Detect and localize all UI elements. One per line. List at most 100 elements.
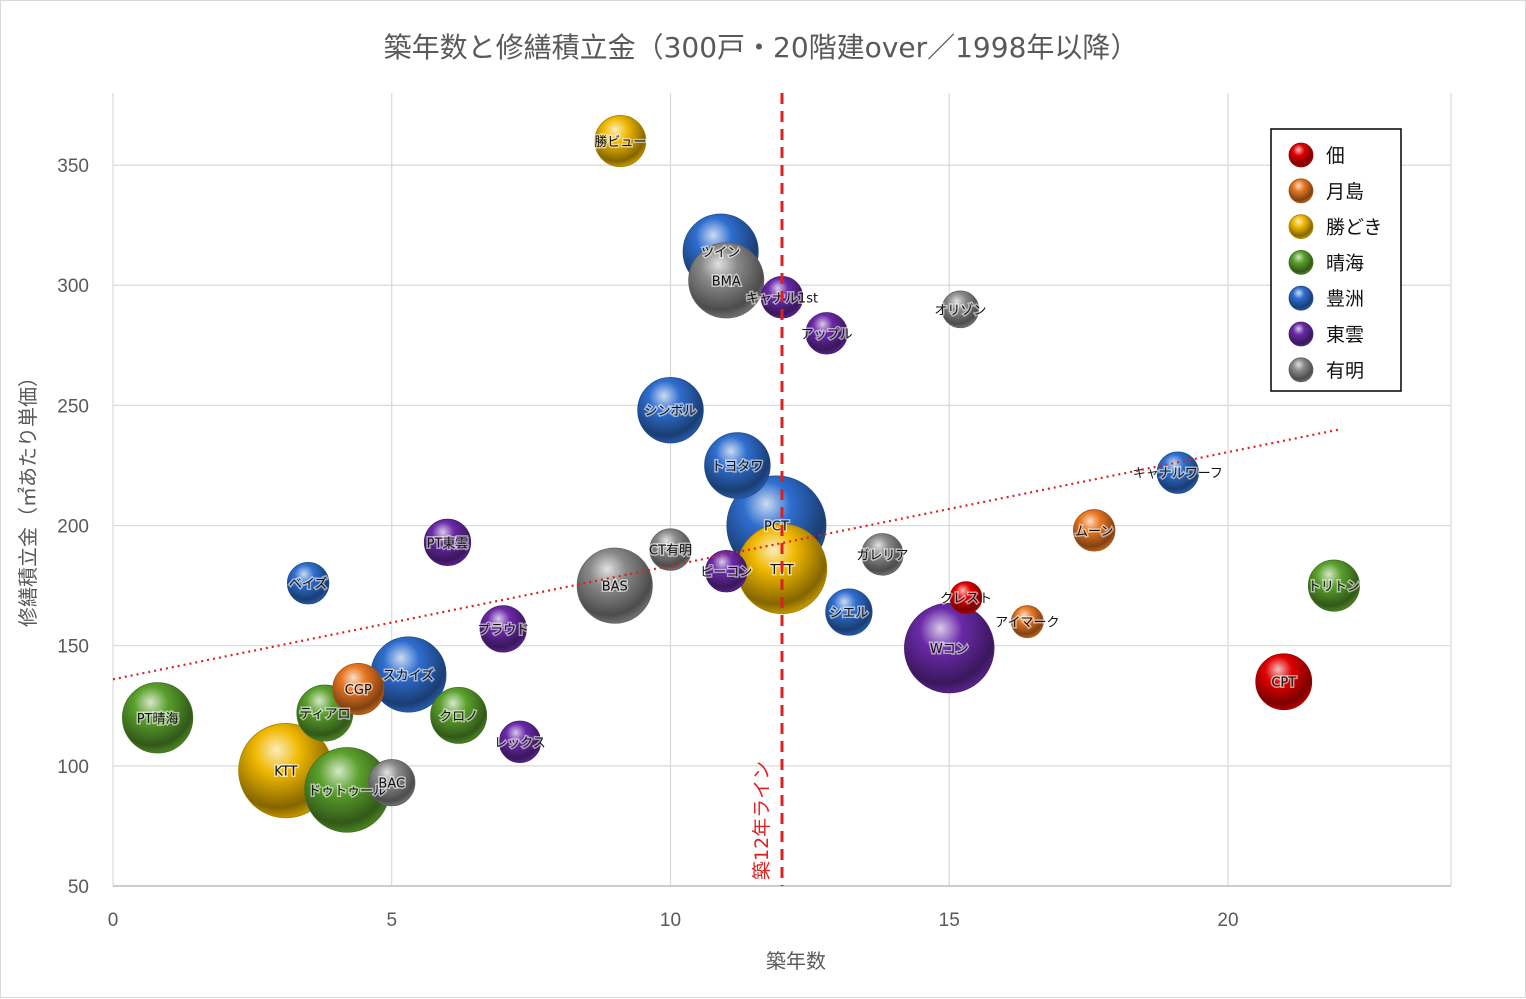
bubble-アイマーク	[1010, 605, 1044, 639]
bubble-ピーコン	[705, 550, 748, 593]
bubble-キャナルワーフ	[1156, 451, 1200, 494]
bubble-PT晴海	[122, 682, 194, 754]
bubble-mark	[122, 682, 194, 754]
x-tick-label: 15	[939, 910, 960, 931]
chart-title: 築年数と修繕積立金（300戸・20階建over／1998年以降）	[384, 31, 1139, 64]
y-axis-ticks: 50 100 150 200 250 300 350	[57, 156, 89, 898]
legend-item-佃: 佃	[1288, 142, 1345, 168]
bubble-mark	[498, 720, 542, 764]
bubble-クレスト	[949, 581, 983, 615]
legend-item-月島: 月島	[1288, 178, 1364, 204]
bubble-mark	[1156, 451, 1200, 494]
bubble-CGP	[332, 662, 385, 715]
y-tick-label: 100	[57, 757, 89, 778]
bubble-mark	[825, 588, 873, 636]
legend-marker	[1288, 142, 1314, 168]
bubble-label: プラウド	[477, 623, 529, 638]
bubble-CPT	[1255, 653, 1313, 711]
legend-marker	[1288, 214, 1314, 240]
bubble-mark	[704, 432, 771, 499]
bubble-label: 勝ビュー	[594, 135, 646, 150]
bubble-mark	[949, 581, 983, 615]
bubble-label: スカイズ	[383, 668, 435, 684]
bubble-mark	[368, 759, 416, 807]
trendline	[112, 428, 1340, 681]
x-axis-title: 築年数	[766, 949, 826, 973]
y-tick-label: 200	[57, 517, 89, 538]
bubble-勝ビュー	[594, 115, 647, 168]
y-tick-label: 150	[57, 637, 89, 658]
bubble-label: PCT	[764, 520, 789, 535]
bubble-ガレリア	[861, 533, 904, 576]
bubble-label: トヨタワ	[711, 459, 763, 474]
x-tick-label: 5	[386, 910, 397, 931]
x-tick-label: 0	[108, 910, 119, 931]
bubble-mark	[688, 242, 765, 319]
bubble-mark	[430, 686, 488, 744]
legend-item-豊洲: 豊洲	[1288, 285, 1364, 311]
bubble-mark	[1010, 605, 1044, 639]
bubble-アップル	[805, 312, 848, 355]
bubble-label: ツイン	[701, 246, 740, 261]
bubble-label: ベイズ	[289, 576, 328, 592]
bubble-mark	[1072, 509, 1116, 552]
bubble-label: ティアロ	[299, 707, 350, 722]
legend-marker	[1288, 357, 1314, 383]
legend-label: 佃	[1326, 145, 1345, 167]
legend-label: 豊洲	[1326, 288, 1364, 310]
legend-item-晴海: 晴海	[1288, 249, 1364, 275]
y-tick-label: 50	[68, 877, 89, 898]
bubble-mark	[904, 602, 995, 694]
bubble-mark	[423, 518, 472, 566]
bubble-label: シエル	[829, 606, 868, 621]
legend-item-東雲: 東雲	[1288, 321, 1364, 347]
bubble-label: Wコン	[930, 642, 969, 657]
bubble-mark	[594, 115, 647, 168]
bubble-label: シンボル	[644, 404, 696, 419]
bubble-Wコン	[904, 602, 995, 694]
bubble-mark	[805, 312, 848, 355]
bubble-label: BMA	[712, 274, 741, 289]
bubble-レックス	[498, 720, 542, 764]
bubble-mark	[1255, 653, 1313, 711]
bubble-label: ピーコン	[700, 565, 752, 580]
bubble-シンボル	[637, 377, 704, 444]
bubble-ベイズ	[286, 562, 330, 605]
bubble-mark	[576, 547, 653, 624]
legend-marker	[1288, 321, 1314, 347]
legend-marker	[1288, 285, 1314, 311]
y-axis-title: 修繕積立金（㎡あたり単価）	[16, 367, 40, 627]
bubble-ムーン	[1072, 509, 1116, 552]
bubble-mark	[637, 377, 704, 444]
bubble-トリトン	[1307, 559, 1360, 612]
x-tick-label: 10	[660, 910, 681, 931]
bubble-mark	[479, 605, 527, 653]
bubble-mark	[941, 290, 980, 329]
bubble-mark	[286, 562, 330, 605]
bubble-BAS	[576, 547, 653, 624]
bubble-label: ドゥトゥール	[308, 784, 386, 799]
bubble-シエル	[825, 588, 873, 636]
bubble-label: PT東雲	[427, 535, 469, 551]
legend-label: 月島	[1326, 181, 1364, 203]
bubble-mark	[1307, 559, 1360, 612]
bubble-トヨタワ	[704, 432, 771, 499]
y-tick-label: 250	[57, 396, 89, 417]
x-tick-label: 20	[1217, 910, 1238, 931]
bubble-mark	[332, 662, 385, 715]
legend-marker	[1288, 249, 1314, 275]
legend-label: 東雲	[1326, 324, 1364, 346]
bubble-BAC	[368, 759, 416, 807]
bubble-label: クレスト	[940, 592, 992, 607]
bubble-label: レックス	[494, 736, 546, 751]
bubble-label: BAC	[378, 777, 405, 792]
bubble-label: オリゾン	[934, 303, 986, 318]
legend-item-勝どき: 勝どき	[1288, 214, 1382, 240]
bubble-label: CPT	[1271, 676, 1296, 691]
legend-label: 晴海	[1326, 252, 1364, 274]
reference-line-label: 築12年ライン	[751, 761, 773, 880]
legend-marker	[1288, 178, 1314, 204]
